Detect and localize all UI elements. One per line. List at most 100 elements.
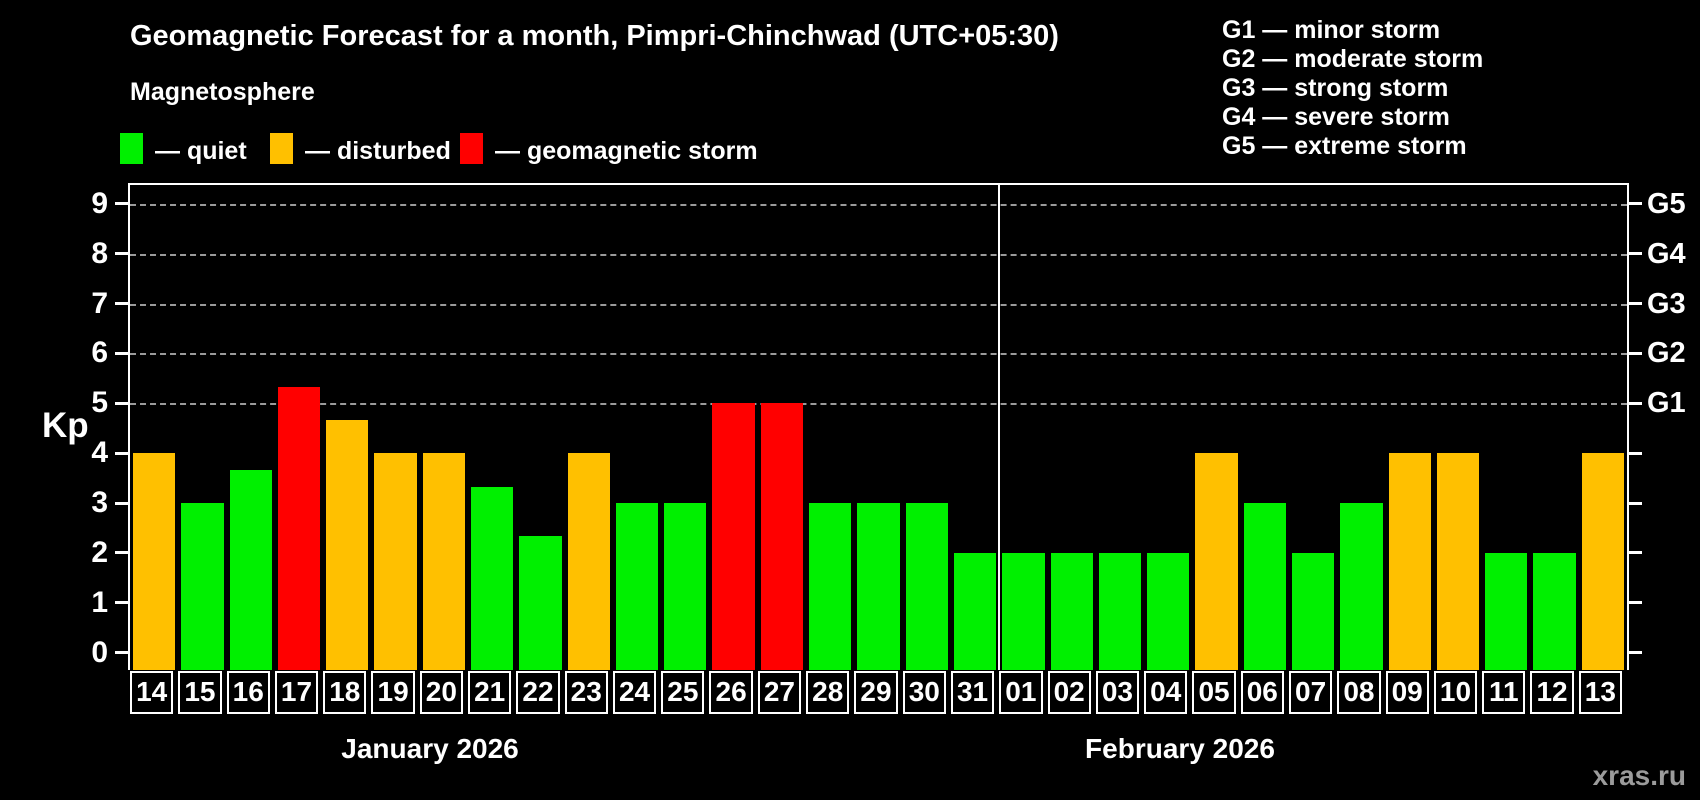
chart-subtitle: Magnetosphere [130, 78, 315, 106]
kp-bar [905, 503, 948, 670]
legend-swatch-disturbed [270, 133, 293, 164]
y-tick-right [1629, 202, 1642, 206]
g-level-label: G3 [1647, 287, 1686, 320]
y-tick-label: 5 [91, 386, 108, 420]
y-axis-label: Kp [42, 406, 89, 445]
kp-bar [422, 453, 466, 670]
g-scale-line: G2 — moderate storm [1222, 45, 1484, 73]
kp-bar [953, 552, 997, 670]
date-cell: 19 [371, 671, 415, 714]
y-tick-left [115, 302, 128, 306]
date-cell: 12 [1530, 671, 1574, 714]
plot-area: 0 1 2 3 4 5 6 7 8 9 G1 G2 G3 G4 G5 [91, 183, 1686, 670]
date-cell: 29 [854, 671, 898, 714]
y-tick-left [115, 252, 128, 256]
y-tick-left [115, 651, 128, 655]
date-cell: 04 [1144, 671, 1188, 714]
y-tick-label: 1 [91, 585, 108, 619]
date-cell: 31 [950, 671, 995, 714]
date-axis: 14 15 16 17 18 19 20 21 22 23 24 25 26 27 28 29 30 31 01 02… [128, 671, 1625, 714]
kp-bar [760, 403, 804, 670]
y-tick-left [115, 202, 128, 206]
y-tick-left [115, 451, 128, 455]
y-tick-label: 7 [91, 286, 108, 320]
gridline-kp5 [130, 403, 1627, 406]
y-tick-left [115, 551, 128, 555]
kp-bar [712, 403, 755, 670]
gridline-kp9 [130, 203, 1627, 206]
date-cell: 14 [130, 671, 174, 714]
kp-bar [1485, 552, 1528, 670]
date-cell: 18 [323, 671, 367, 714]
kp-bar [857, 503, 900, 670]
kp-bar [277, 386, 321, 670]
gridline-kp6 [130, 353, 1627, 356]
gridline-kp8 [130, 253, 1627, 256]
kp-bar [1533, 552, 1576, 670]
y-tick-label: 8 [91, 236, 108, 270]
date-cell: 22 [516, 671, 560, 714]
kp-bar [519, 536, 562, 670]
date-cell: 13 [1578, 671, 1622, 714]
date-cell: 25 [661, 671, 705, 714]
y-tick-right [1629, 451, 1642, 455]
kp-bar [181, 503, 224, 670]
date-cell: 30 [902, 671, 946, 714]
kp-bar [1291, 552, 1335, 670]
kp-bar [1098, 552, 1142, 670]
date-cell: 03 [1095, 671, 1140, 714]
y-tick-right [1629, 351, 1642, 355]
date-cell: 23 [564, 671, 608, 714]
kp-bar [1340, 503, 1383, 670]
kp-bar [229, 469, 272, 670]
y-tick-label: 2 [91, 535, 108, 569]
kp-bar [1436, 453, 1480, 670]
y-tick-label: 4 [91, 436, 108, 470]
y-tick-right [1629, 651, 1642, 655]
gridline-kp7 [130, 303, 1627, 306]
g-level-label: G4 [1647, 237, 1686, 270]
g-scale-line: G3 — strong storm [1222, 74, 1449, 102]
date-cell: 02 [1047, 671, 1091, 714]
y-tick-label: 3 [91, 486, 108, 520]
date-cell: 26 [709, 671, 753, 714]
g-level-label: G1 [1647, 387, 1686, 420]
y-tick-right [1629, 401, 1642, 405]
date-cell: 17 [274, 671, 319, 714]
kp-bar [664, 503, 707, 670]
date-cell: 01 [999, 671, 1043, 714]
kp-bar [471, 486, 514, 670]
kp-bar [615, 503, 659, 670]
month-label-february: February 2026 [1085, 733, 1275, 764]
date-cell: 15 [178, 671, 222, 714]
kp-bar [326, 419, 369, 670]
date-cell: 21 [468, 671, 512, 714]
g-level-label: G5 [1647, 187, 1686, 220]
y-tick-right [1629, 601, 1642, 605]
y-tick-right [1629, 302, 1642, 306]
date-cell: 11 [1482, 671, 1526, 714]
kp-bar [567, 453, 610, 670]
y-tick-label: 6 [91, 336, 108, 370]
date-cell: 08 [1337, 671, 1381, 714]
kp-bar [1147, 552, 1190, 670]
date-cell: 10 [1433, 671, 1478, 714]
kp-bar [1195, 453, 1238, 670]
y-tick-left [115, 601, 128, 605]
kp-bar [1581, 453, 1624, 670]
y-tick-right [1629, 501, 1642, 505]
chart-title: Geomagnetic Forecast for a month, Pimpri… [130, 20, 1059, 52]
g-scale-line: G5 — extreme storm [1222, 132, 1467, 160]
date-cell: 09 [1385, 671, 1429, 714]
legend-swatch-storm [460, 133, 483, 164]
g-scale-legend: G1 — minor storm G2 — moderate storm G3 … [1222, 16, 1483, 161]
legend-swatch-quiet [120, 133, 143, 164]
legend-label-quiet: — quiet [155, 137, 247, 165]
y-tick-right [1629, 551, 1642, 555]
g-scale-line: G4 — severe storm [1222, 103, 1450, 131]
legend-label-disturbed: — disturbed [305, 137, 451, 165]
date-cell: 24 [612, 671, 657, 714]
y-tick-left [115, 351, 128, 355]
kp-bar [1243, 503, 1286, 670]
